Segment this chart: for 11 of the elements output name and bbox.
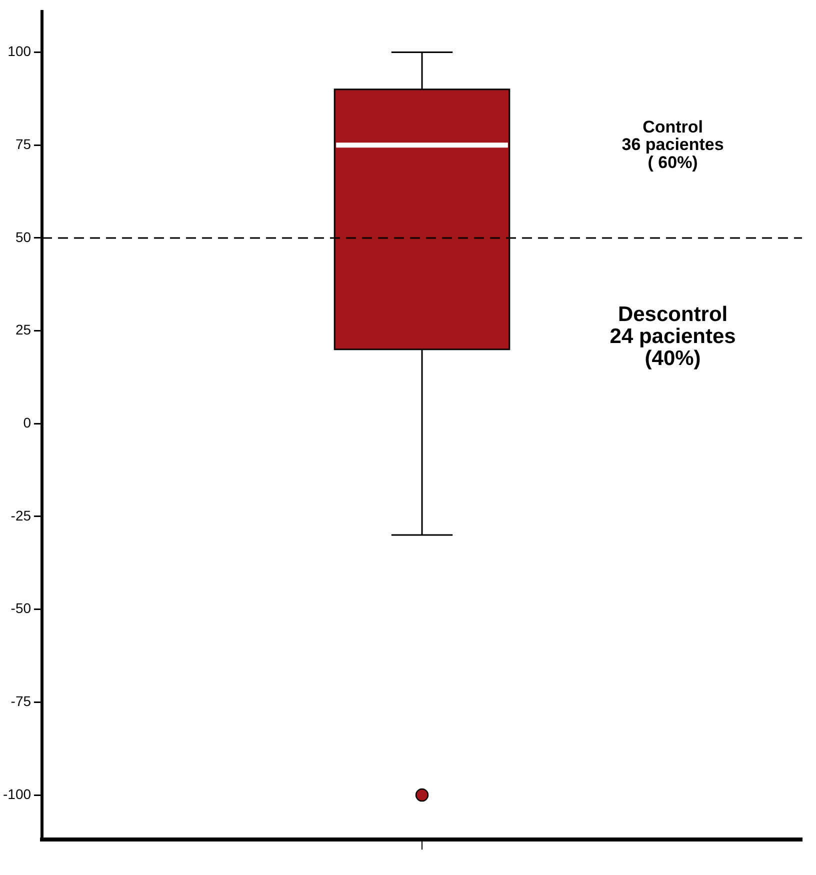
y-tick-label: 75: [15, 136, 32, 152]
y-tick-label: 25: [15, 322, 32, 338]
annotation: Control 36 pacientes ( 60%): [622, 117, 724, 172]
y-tick-label: -75: [10, 693, 32, 710]
y-tick-label: -100: [2, 786, 32, 802]
y-tick-label: 0: [23, 414, 32, 430]
y-tick-label: 100: [8, 43, 32, 60]
y-tick-label: -50: [10, 600, 32, 616]
annotation: Descontrol 24 pacientes (40%): [610, 303, 736, 370]
y-tick-label: 50: [15, 228, 32, 245]
y-tick-label: -25: [10, 507, 32, 524]
